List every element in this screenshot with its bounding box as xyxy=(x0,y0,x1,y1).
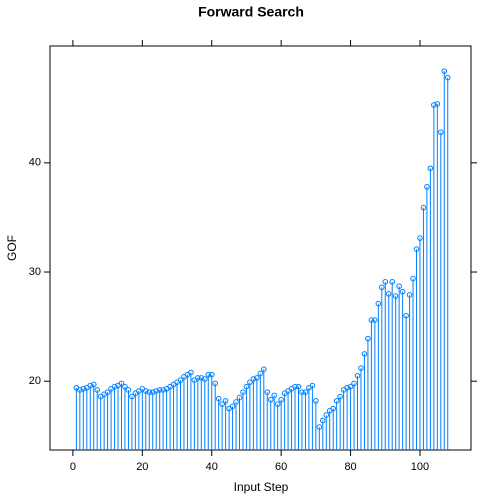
needle-point xyxy=(420,204,427,211)
needle-point xyxy=(229,403,236,410)
needle-point xyxy=(344,384,350,391)
needle-point xyxy=(250,376,257,382)
needle-point xyxy=(240,389,246,395)
needle-point xyxy=(403,312,409,319)
needle-point xyxy=(313,398,319,404)
needle-point xyxy=(264,389,271,395)
needle-point xyxy=(333,398,340,404)
needle-point xyxy=(389,279,396,285)
y-tick-label: 40 xyxy=(29,157,41,169)
x-tick-label: 40 xyxy=(206,461,218,473)
needle-point xyxy=(347,383,354,390)
x-tick-label: 20 xyxy=(136,461,148,473)
x-axis-label: Input Step xyxy=(234,480,289,494)
needle-point xyxy=(177,377,184,383)
needle-point xyxy=(156,387,163,393)
needle-point xyxy=(431,102,437,108)
needle-point xyxy=(254,375,260,381)
needle-point xyxy=(375,300,382,307)
needle-point xyxy=(316,424,323,430)
y-tick-label: 20 xyxy=(29,375,41,387)
needle-point xyxy=(413,246,420,252)
needle-point xyxy=(385,291,392,297)
needle-point xyxy=(274,401,281,407)
needle-point xyxy=(396,283,402,290)
chart-title: Forward Search xyxy=(198,4,304,20)
needle-point xyxy=(427,165,434,172)
needle-point xyxy=(198,375,205,381)
needle-point xyxy=(129,393,135,400)
needle-point xyxy=(379,284,385,291)
needle-point xyxy=(441,68,448,74)
needle-point xyxy=(417,235,423,241)
needle-point xyxy=(302,389,309,395)
needle-point xyxy=(368,317,375,323)
needle-point xyxy=(424,184,430,190)
needle-point xyxy=(309,382,316,389)
needle-point xyxy=(444,74,451,81)
needle-point xyxy=(90,381,97,388)
x-tick-label: 0 xyxy=(70,461,76,473)
needle-point xyxy=(104,389,111,395)
needle-point xyxy=(365,335,371,342)
needle-point xyxy=(351,380,357,387)
x-tick-label: 100 xyxy=(411,461,429,473)
needle-point xyxy=(233,399,239,405)
needle-point xyxy=(77,387,83,393)
needle-point xyxy=(299,389,305,395)
needle-point xyxy=(80,386,87,392)
needle-point xyxy=(94,387,101,393)
needle-point xyxy=(118,380,125,387)
needle-point xyxy=(406,292,413,298)
needle-point xyxy=(222,398,229,404)
needle-point xyxy=(382,279,389,285)
x-tick-label: 80 xyxy=(344,461,356,473)
needle-point xyxy=(247,379,253,386)
needle-point xyxy=(267,396,274,403)
needle-point xyxy=(215,395,222,402)
needle-point xyxy=(292,383,298,390)
needle-point xyxy=(330,405,337,412)
needle-point xyxy=(219,401,225,407)
needle-point xyxy=(278,396,284,403)
needle-point xyxy=(236,394,243,401)
needle-point xyxy=(354,372,361,379)
needle-point xyxy=(201,376,208,382)
x-tick-label: 60 xyxy=(275,461,287,473)
needle-point xyxy=(243,383,250,390)
needle-point xyxy=(319,417,326,424)
needle-point xyxy=(153,388,160,394)
needle-point xyxy=(146,389,153,395)
needle-point xyxy=(361,351,368,357)
needle-point xyxy=(295,383,302,390)
needle-point xyxy=(271,392,278,399)
y-axis-label: GOF xyxy=(5,235,19,261)
y-tick-label: 30 xyxy=(29,266,41,278)
needle-point xyxy=(410,275,416,282)
needle-point xyxy=(195,375,201,381)
needle-point xyxy=(358,365,364,371)
needle-point xyxy=(260,366,267,373)
needle-point xyxy=(438,129,444,136)
needle-point xyxy=(257,370,264,377)
needle-point xyxy=(125,387,132,393)
needle-point xyxy=(372,317,378,323)
needle-point xyxy=(205,371,212,378)
needle-point xyxy=(323,412,330,418)
needle-point xyxy=(87,382,94,389)
needle-point xyxy=(434,101,441,107)
needle-point xyxy=(149,389,156,395)
needle-point xyxy=(337,393,343,400)
needle-point xyxy=(188,369,194,376)
needle-point xyxy=(399,288,406,295)
needle-point xyxy=(142,388,149,394)
needle-point xyxy=(212,380,219,387)
needle-point xyxy=(111,383,118,390)
needle-point xyxy=(160,387,166,393)
needle-point xyxy=(122,383,128,390)
needle-point xyxy=(208,371,215,378)
needle-point xyxy=(392,293,399,299)
